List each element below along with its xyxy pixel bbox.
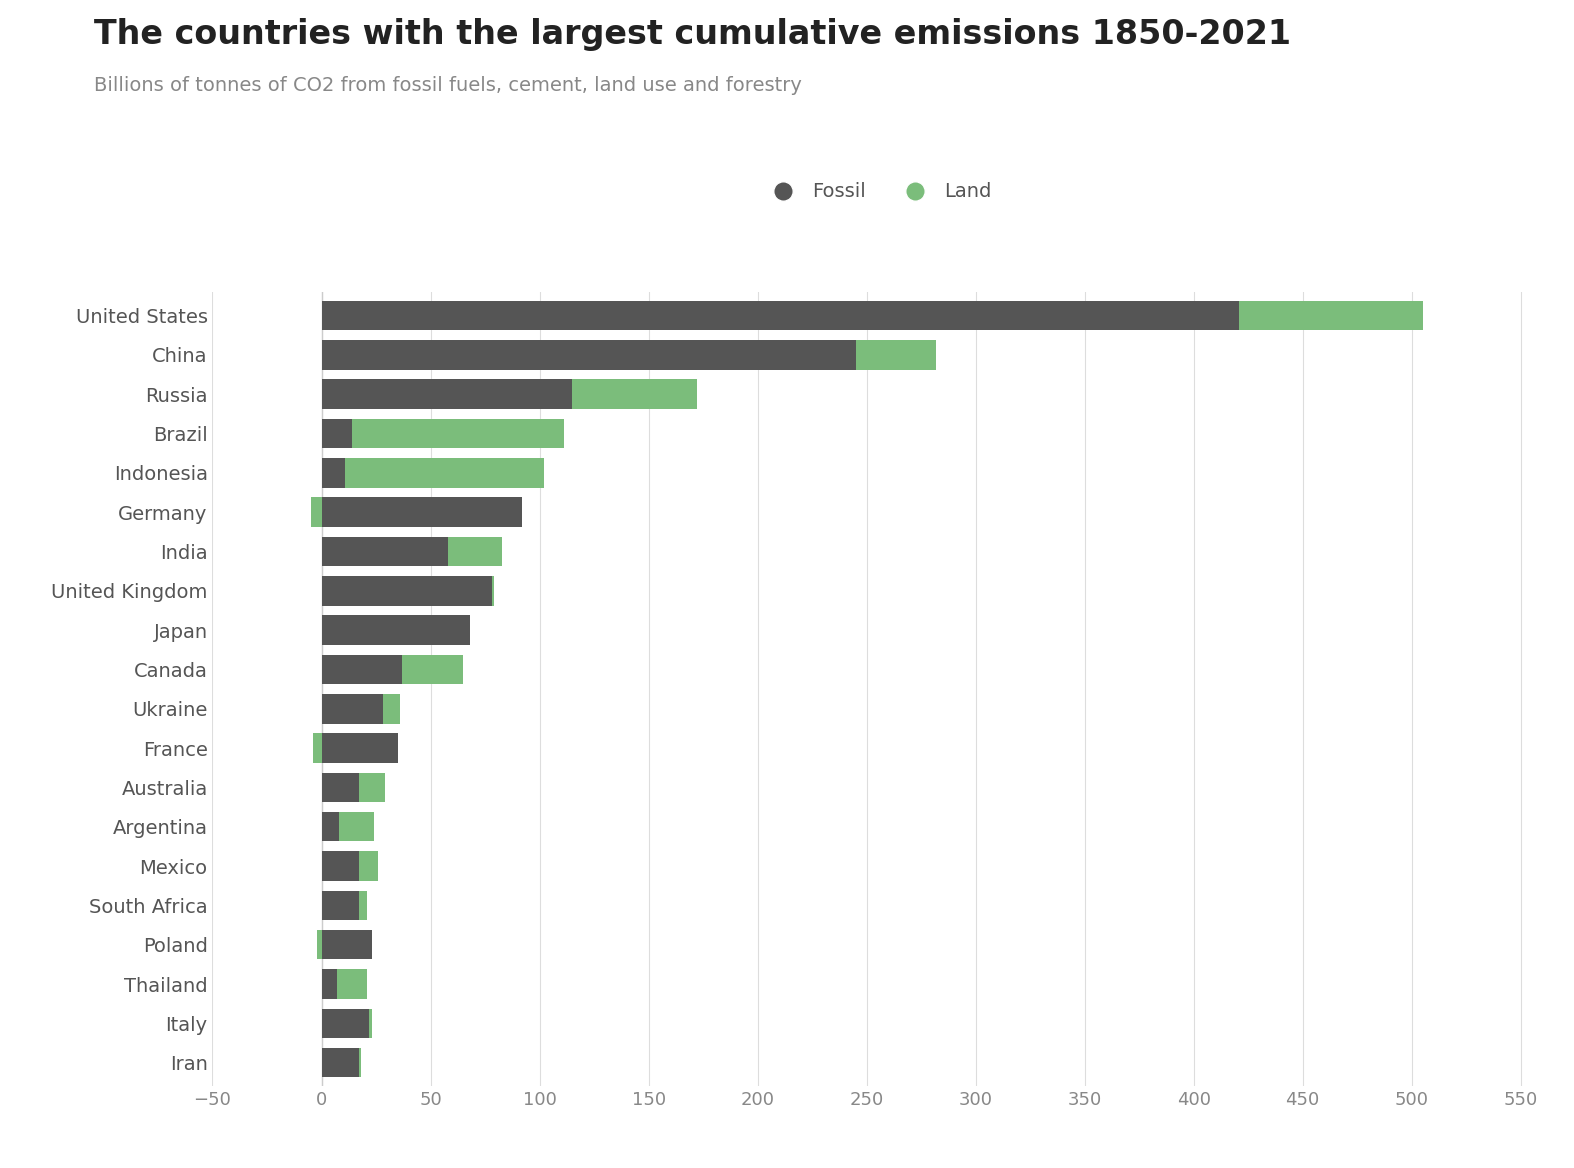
Text: The countries with the largest cumulative emissions 1850-2021: The countries with the largest cumulativ…	[94, 18, 1291, 50]
Bar	[856, 340, 937, 369]
Bar	[321, 458, 346, 487]
Bar	[491, 576, 494, 605]
Bar	[321, 1048, 359, 1077]
Bar	[321, 655, 403, 684]
Bar	[359, 1048, 360, 1077]
Bar	[321, 340, 856, 369]
Bar	[321, 576, 491, 605]
Bar	[321, 930, 371, 959]
Bar	[321, 616, 469, 645]
Bar	[573, 380, 697, 409]
Bar	[359, 891, 367, 920]
Bar	[370, 1009, 371, 1038]
Bar	[321, 891, 359, 920]
Bar	[321, 694, 382, 723]
Text: Billions of tonnes of CO2 from fossil fuels, cement, land use and forestry: Billions of tonnes of CO2 from fossil fu…	[94, 76, 803, 95]
Bar	[321, 537, 449, 566]
Bar	[321, 498, 523, 527]
Bar	[1239, 301, 1423, 331]
Bar	[359, 773, 384, 802]
Bar	[346, 458, 545, 487]
Bar	[321, 812, 338, 841]
Legend: Fossil, Land: Fossil, Land	[756, 175, 999, 209]
Bar	[382, 694, 400, 723]
Bar	[321, 773, 359, 802]
Bar	[353, 419, 563, 449]
Bar	[449, 537, 502, 566]
Bar	[359, 851, 378, 881]
Bar	[321, 969, 337, 999]
Bar	[321, 301, 1239, 331]
Bar	[321, 380, 573, 409]
Bar	[337, 969, 367, 999]
Bar	[403, 655, 463, 684]
Bar	[321, 419, 353, 449]
Bar	[321, 734, 398, 763]
Bar	[310, 498, 321, 527]
Bar	[338, 812, 375, 841]
Bar	[313, 734, 321, 763]
Bar	[321, 851, 359, 881]
Bar	[321, 1009, 370, 1038]
Bar	[316, 930, 321, 959]
